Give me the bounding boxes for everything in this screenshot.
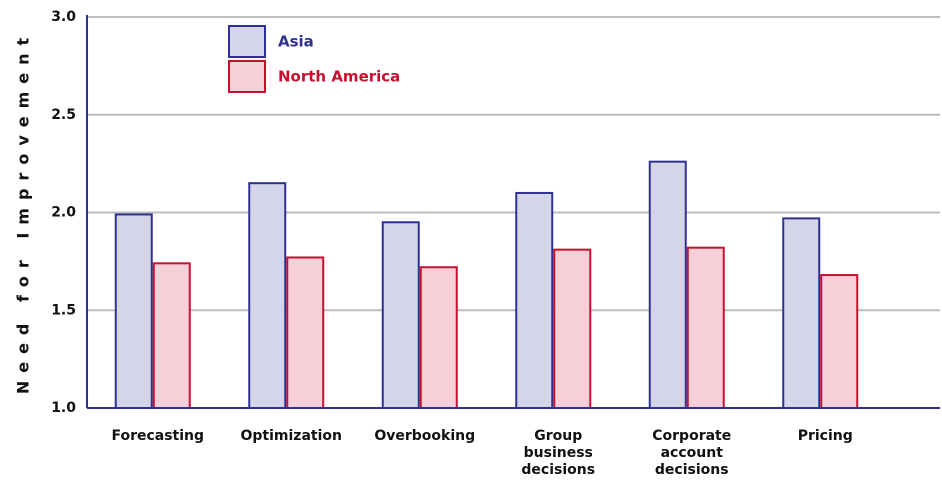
bar — [553, 248, 592, 409]
x-tick-label: Overbooking — [374, 428, 476, 444]
bar — [515, 191, 554, 409]
x-tick-label: Forecasting — [111, 428, 205, 444]
bar — [248, 182, 287, 409]
y-tick-label: 2.5 — [51, 107, 76, 123]
legend-label: Asia — [278, 33, 314, 51]
legend-label: North America — [278, 68, 400, 86]
x-tick-label: Pricing — [797, 428, 853, 444]
y-tick-label: 3.0 — [51, 9, 76, 25]
bar — [286, 256, 325, 409]
bar — [381, 221, 420, 409]
bar — [820, 274, 859, 409]
y-tick-label: 1.5 — [51, 302, 76, 318]
bar — [114, 213, 153, 409]
y-tick-label: 1.0 — [51, 400, 76, 416]
bar — [152, 262, 191, 409]
bar — [686, 246, 725, 409]
x-tick-label: Group business decisions — [521, 428, 596, 478]
y-tick-label: 2.0 — [51, 205, 76, 221]
legend-swatch — [228, 25, 266, 58]
x-tick-label: Optimization — [240, 428, 342, 444]
bar — [782, 217, 821, 409]
x-tick-label: Corporate account decisions — [652, 428, 732, 478]
y-axis-title: Need for Improvement — [14, 30, 33, 394]
bar — [648, 160, 687, 409]
legend-swatch — [228, 60, 266, 93]
bar — [419, 266, 458, 409]
